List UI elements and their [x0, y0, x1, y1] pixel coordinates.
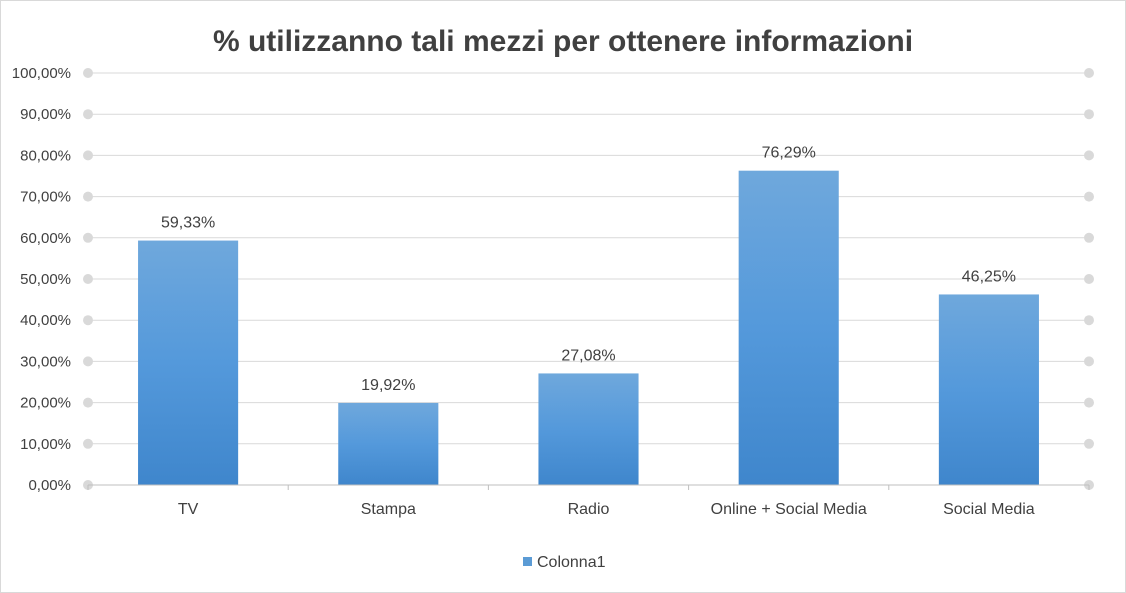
x-category-label: Social Media	[943, 501, 1035, 518]
gridline-marker-left	[83, 438, 93, 449]
data-labels: 59,33% 19,92% 27,08% 76,29% 46,25%	[161, 145, 1016, 394]
gridline-marker-left	[83, 109, 93, 120]
gridline-marker-left	[83, 191, 93, 202]
gridline-marker-right	[1084, 356, 1094, 367]
y-tick-label: 10,00%	[20, 436, 71, 453]
bar	[738, 170, 839, 486]
data-label: 46,25%	[962, 268, 1016, 285]
y-tick-label: 70,00%	[20, 189, 71, 206]
bar	[938, 294, 1039, 485]
data-label: 19,92%	[361, 377, 415, 394]
gridline-marker-right	[1084, 68, 1094, 78]
y-tick-label: 100,00%	[12, 65, 71, 82]
gridline-markers	[83, 68, 1094, 490]
y-tick-label: 60,00%	[20, 230, 71, 247]
gridline-marker-left	[83, 315, 93, 326]
x-category-label: Radio	[568, 501, 610, 518]
gridline-marker-right	[1084, 150, 1094, 161]
gridline-marker-right	[1084, 438, 1094, 449]
data-label: 59,33%	[161, 215, 215, 232]
x-axis	[87, 484, 1090, 490]
gridline-marker-right	[1084, 109, 1094, 120]
x-axis-labels: TV Stampa Radio Online + Social Media Social…	[178, 501, 1035, 518]
gridline-marker-left	[83, 274, 93, 284]
y-tick-label: 30,00%	[20, 353, 71, 370]
bars	[138, 170, 1039, 486]
gridline-marker-right	[1084, 191, 1094, 202]
x-category-label: Stampa	[361, 501, 416, 518]
x-category-label: TV	[178, 501, 199, 518]
chart-title: % utilizzanno tali mezzi per ottenere in…	[213, 25, 913, 58]
legend-label: Colonna1	[537, 554, 606, 571]
data-label: 27,08%	[561, 347, 615, 364]
gridline-marker-right	[1084, 274, 1094, 284]
y-tick-label: 40,00%	[20, 312, 71, 329]
bar	[138, 240, 239, 485]
gridline-marker-right	[1084, 315, 1094, 326]
gridline-marker-left	[83, 397, 93, 408]
gridline-marker-right	[1084, 232, 1094, 243]
x-category-label: Online + Social Media	[711, 501, 867, 518]
gridline-marker-left	[83, 68, 93, 78]
gridline-marker-left	[83, 356, 93, 367]
bar	[538, 373, 639, 485]
gridlines	[88, 72, 1089, 445]
y-axis-ticks: 0,00% 10,00% 20,00% 30,00% 40,00% 50,00% 60,00…	[12, 65, 71, 494]
gridline-marker-left	[83, 232, 93, 243]
y-tick-label: 20,00%	[20, 395, 71, 412]
legend: Colonna1	[523, 554, 606, 571]
data-label: 76,29%	[762, 145, 816, 162]
gridline-marker-left	[83, 150, 93, 161]
y-tick-label: 80,00%	[20, 147, 71, 164]
y-tick-label: 90,00%	[20, 106, 71, 123]
y-tick-label: 0,00%	[28, 477, 71, 494]
bar	[338, 402, 439, 485]
legend-swatch	[523, 557, 532, 566]
gridline-marker-right	[1084, 397, 1094, 408]
y-tick-label: 50,00%	[20, 271, 71, 288]
